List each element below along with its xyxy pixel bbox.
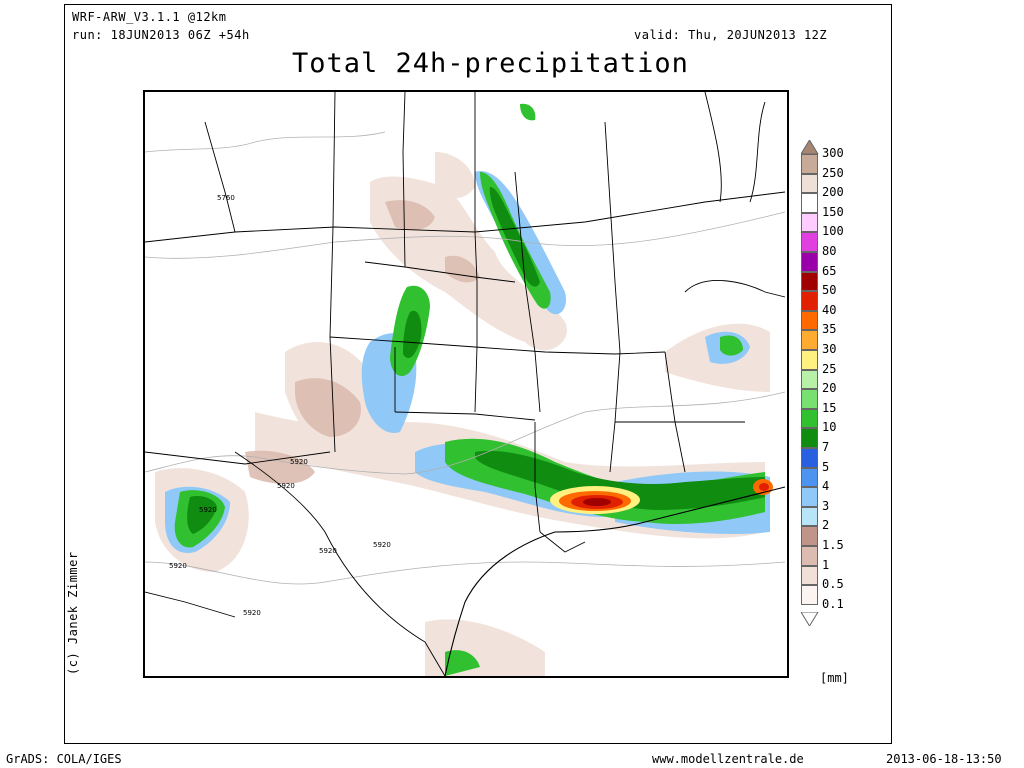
legend-swatch [801, 212, 818, 233]
legend-swatch [801, 193, 818, 213]
contour-label: 5920 [319, 547, 337, 555]
legend-label: 50 [822, 283, 837, 298]
precip-heavy [550, 479, 773, 514]
unit-label: [mm] [820, 671, 849, 685]
legend-label: 150 [822, 204, 844, 219]
legend-bottom-arrow [801, 612, 819, 626]
legend-label: 40 [822, 302, 837, 317]
legend-label: 2 [822, 518, 830, 533]
contour-label: 5920 [169, 562, 187, 570]
legend-label: 0.1 [822, 596, 844, 611]
legend-swatch [801, 291, 818, 311]
contour-label-group: 5760 5920 5920 5920 5920 5920 5920 5920 [169, 194, 391, 617]
map-canvas: 5760 5920 5920 5920 5920 5920 5920 5920 [145, 92, 786, 676]
legend-label: 80 [822, 244, 837, 258]
legend-swatch [801, 506, 818, 527]
legend-swatch [801, 173, 818, 194]
legend-label: 4 [822, 479, 830, 494]
legend-swatch [801, 467, 818, 488]
legend-swatch [801, 428, 818, 448]
contour-label: 5760 [217, 194, 235, 202]
legend-swatch [801, 565, 818, 586]
legend-label: 25 [822, 361, 837, 376]
legend-label: 10 [822, 420, 837, 435]
legend-swatch [801, 487, 818, 507]
footer-timestamp: 2013-06-18-13:50 [886, 752, 1002, 766]
coastline [444, 486, 786, 676]
legend-label: 15 [822, 400, 837, 415]
legend-label: 3 [822, 498, 830, 513]
legend-swatch [801, 408, 818, 429]
footer-website: www.modellzentrale.de [652, 752, 804, 766]
valid-label: valid: Thu, 20JUN2013 12Z [634, 28, 828, 42]
legend-swatch [801, 350, 818, 370]
legend-label: 250 [822, 165, 844, 180]
legend-label: 1 [822, 557, 830, 572]
precipitation-map: 5760 5920 5920 5920 5920 5920 5920 5920 [143, 90, 789, 678]
precip-brown [245, 200, 480, 484]
legend-label: 200 [822, 185, 844, 200]
legend-top-arrow [801, 140, 819, 154]
contour-label: 5920 [290, 458, 308, 466]
legend-swatch [801, 389, 818, 409]
legend-swatch [801, 585, 818, 605]
legend-swatch [801, 310, 818, 331]
legend-swatch [801, 526, 818, 546]
precip-darkgreen [187, 187, 765, 534]
legend-label: 300 [822, 146, 844, 160]
legend-swatch [801, 448, 818, 468]
contour-label: 5920 [243, 609, 261, 617]
legend-swatch [801, 369, 818, 390]
run-label: run: 18JUN2013 06Z +54h [72, 28, 250, 42]
legend-swatch [801, 546, 818, 566]
copyright-label: (c) Janek Zimmer [66, 551, 80, 675]
legend-label: 7 [822, 440, 830, 454]
legend-label: 35 [822, 322, 837, 337]
legend-label: 100 [822, 224, 844, 239]
map-title: Total 24h-precipitation [292, 48, 689, 79]
legend-swatch [801, 252, 818, 272]
legend-swatch [801, 232, 818, 252]
legend-swatch [801, 271, 818, 292]
legend-swatch [801, 330, 818, 350]
model-label: WRF-ARW_V3.1.1 @12km [72, 10, 227, 24]
plot-frame [64, 4, 892, 744]
legend-label: 1.5 [822, 538, 844, 552]
legend-label: 5 [822, 459, 830, 474]
legend-label: 65 [822, 263, 837, 278]
political-borders [145, 92, 786, 676]
legend-label: 20 [822, 381, 837, 396]
legend-swatch [801, 154, 818, 174]
contour-label: 5920 [199, 506, 217, 514]
footer-grads: GrADS: COLA/IGES [6, 752, 122, 766]
legend-label: 30 [822, 342, 837, 356]
legend-label: 0.5 [822, 577, 844, 592]
contour-label: 5920 [373, 541, 391, 549]
geopotential-contours [145, 131, 786, 585]
contour-label: 5920 [277, 482, 295, 490]
